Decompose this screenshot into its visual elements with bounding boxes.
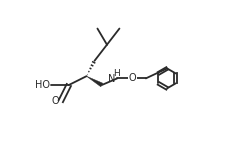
- Text: HO: HO: [35, 80, 50, 90]
- Polygon shape: [86, 76, 103, 87]
- Text: H: H: [113, 69, 120, 78]
- Text: O: O: [52, 96, 60, 106]
- Text: N: N: [108, 74, 116, 84]
- Text: O: O: [129, 73, 137, 83]
